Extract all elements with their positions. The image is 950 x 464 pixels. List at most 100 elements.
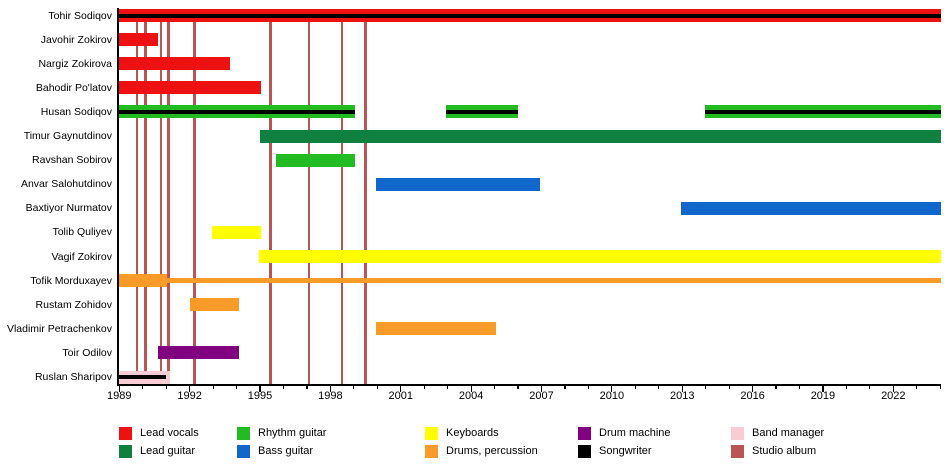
legend-label-keyboards: Keyboards xyxy=(446,427,499,439)
album-release-line xyxy=(167,9,170,384)
legend-swatch-lead_vocals xyxy=(119,427,132,440)
x-axis-minor-tick xyxy=(564,386,566,390)
legend-swatch-lead_guitar xyxy=(119,445,132,458)
x-axis-label: 2016 xyxy=(740,390,765,402)
x-axis-label: 2007 xyxy=(529,390,554,402)
timeline-bar-bass_guitar xyxy=(681,201,942,215)
member-name-label: Husan Sodiqov xyxy=(40,105,112,118)
timeline-bar-drum_machine xyxy=(158,346,239,360)
x-axis-major-tick xyxy=(118,386,120,392)
x-axis-minor-tick xyxy=(282,386,285,390)
member-name-label: Nargiz Zokirova xyxy=(38,57,112,70)
x-axis-minor-tick xyxy=(705,386,707,390)
album-release-line xyxy=(135,9,139,384)
member-name-label: Timur Gaynutdinov xyxy=(23,130,112,142)
timeline-bar-keyboards xyxy=(258,250,942,263)
x-axis-minor-tick xyxy=(728,386,730,390)
x-axis-minor-tick xyxy=(376,386,378,390)
member-name-label: Vladimir Petrachenkov xyxy=(6,322,112,335)
album-release-line xyxy=(193,9,196,384)
timeline-bar-lead_vocals xyxy=(119,81,261,95)
legend-label-studio_album: Studio album xyxy=(752,445,817,457)
timeline-bar-bass_guitar xyxy=(376,177,541,191)
timeline-bar-drums_percussion xyxy=(119,274,168,288)
member-name-label: Toir Odilov xyxy=(62,346,112,359)
songwriter-stripe xyxy=(704,109,942,114)
x-axis-minor-tick xyxy=(798,386,801,390)
x-axis-major-tick xyxy=(329,386,331,392)
member-name-label: Vagif Zokirov xyxy=(51,250,113,263)
legend-label-drum_machine: Drum machine xyxy=(599,427,671,439)
x-axis-major-tick xyxy=(400,386,402,392)
x-axis-major-tick xyxy=(681,386,683,392)
legend-swatch-rhythm_guitar xyxy=(237,427,250,440)
x-axis-label: 2013 xyxy=(669,390,695,402)
album-release-line xyxy=(269,9,272,384)
timeline-bar-rhythm_guitar xyxy=(275,153,355,167)
x-axis-minor-tick xyxy=(517,386,519,390)
member-name-label: Anvar Salohutdinov xyxy=(20,178,112,191)
x-axis-minor-tick xyxy=(634,386,636,390)
member-name-label: Bahodir Po'latov xyxy=(35,81,112,94)
legend-label-lead_vocals: Lead vocals xyxy=(140,427,199,439)
legend-swatch-bass_guitar xyxy=(237,445,250,458)
legend-label-bass_guitar: Bass guitar xyxy=(258,445,314,457)
x-axis-minor-tick xyxy=(212,386,214,390)
timeline-bar-keyboards xyxy=(211,225,262,239)
timeline-bar-drums_percussion xyxy=(376,322,496,336)
legend-label-drums_percussion: Drums, percussion xyxy=(446,445,538,457)
x-axis-major-tick xyxy=(611,386,613,392)
x-axis-label: 1992 xyxy=(177,390,202,402)
x-axis-label: 2019 xyxy=(810,390,836,402)
album-release-line xyxy=(340,9,344,384)
album-release-line xyxy=(364,9,367,384)
x-axis-minor-tick xyxy=(869,386,871,390)
x-axis-minor-tick xyxy=(916,386,918,390)
legend-swatch-drum_machine xyxy=(578,427,591,440)
member-name-label: Tohir Sodiqov xyxy=(48,9,112,22)
x-axis-major-tick xyxy=(892,386,894,392)
x-axis-minor-tick xyxy=(235,386,238,390)
x-axis-minor-tick xyxy=(165,386,167,390)
member-name-label: Ruslan Sharipov xyxy=(34,371,112,383)
member-name-label: Tofik Morduxayev xyxy=(30,274,112,287)
timeline-bar-lead_guitar xyxy=(260,129,942,143)
legend-label-rhythm_guitar: Rhythm guitar xyxy=(258,427,327,439)
member-name-label: Javohir Zokirov xyxy=(40,33,112,46)
legend-label-band_manager: Band manager xyxy=(752,427,825,439)
x-axis-label: 2022 xyxy=(881,390,906,402)
legend-swatch-drums_percussion xyxy=(425,445,438,458)
x-axis-label: 2001 xyxy=(388,390,413,402)
x-axis-label: 1995 xyxy=(247,390,273,402)
songwriter-stripe xyxy=(119,13,942,18)
album-release-line xyxy=(159,9,163,384)
songwriter-stripe xyxy=(119,109,356,114)
x-axis-minor-tick xyxy=(587,386,589,390)
timeline-bar-drums_percussion xyxy=(167,278,942,283)
x-axis-label: 2010 xyxy=(599,390,625,402)
songwriter-stripe xyxy=(119,375,167,379)
x-axis-minor-tick xyxy=(353,386,355,390)
x-axis-minor-tick xyxy=(493,386,496,390)
x-axis-minor-tick xyxy=(939,386,941,390)
x-axis-major-tick xyxy=(540,386,543,392)
songwriter-stripe xyxy=(446,109,519,114)
x-axis-major-tick xyxy=(822,386,824,392)
legend-swatch-studio_album xyxy=(731,445,744,458)
album-release-line xyxy=(308,9,311,384)
legend-swatch-songwriter xyxy=(578,445,591,458)
member-name-label: Tolib Quliyev xyxy=(52,226,112,239)
x-axis-major-tick xyxy=(189,386,191,392)
x-axis-minor-tick xyxy=(845,386,847,390)
x-axis-minor-tick xyxy=(775,386,777,390)
x-axis-minor-tick xyxy=(306,386,308,390)
x-axis-major-tick xyxy=(470,386,472,392)
legend-swatch-keyboards xyxy=(425,427,438,440)
timeline-bar-lead_vocals xyxy=(119,57,231,71)
timeline-bar-lead_vocals xyxy=(119,33,159,47)
x-axis-major-tick xyxy=(751,386,754,392)
x-axis-minor-tick xyxy=(658,386,660,390)
member-name-label: Ravshan Sobirov xyxy=(32,154,112,167)
x-axis-major-tick xyxy=(259,386,261,392)
